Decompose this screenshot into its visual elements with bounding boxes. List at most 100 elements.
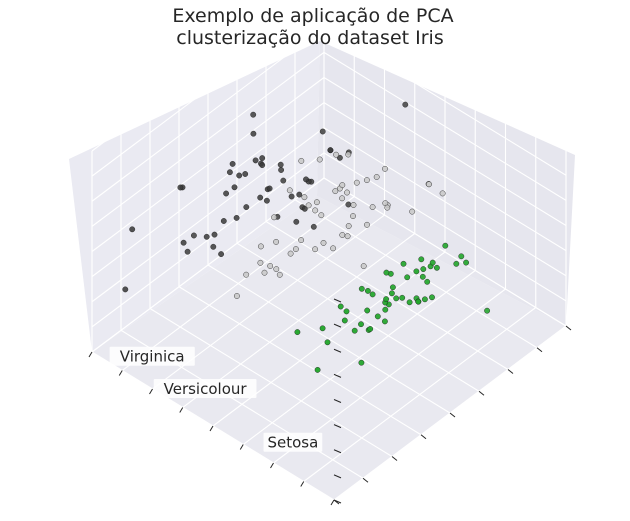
y-axis-tick	[536, 347, 543, 353]
data-point-versicolour	[360, 263, 367, 270]
data-point-setosa	[381, 318, 388, 325]
data-point-virginica	[293, 218, 300, 225]
data-point-virginica	[218, 251, 225, 258]
z-axis-tick	[333, 499, 342, 504]
data-point-virginica	[211, 231, 218, 238]
data-point-virginica	[190, 232, 197, 239]
data-point-versicolour	[369, 204, 376, 211]
data-point-versicolour	[439, 190, 446, 197]
x-axis-tick	[149, 388, 153, 395]
data-point-versicolour	[292, 246, 299, 253]
data-point-virginica	[259, 162, 266, 169]
data-point-versicolour	[233, 293, 240, 299]
data-point-setosa	[324, 339, 331, 346]
data-point-versicolour	[332, 188, 339, 195]
data-point-setosa	[389, 284, 396, 291]
data-point-setosa	[429, 294, 435, 301]
grid-line	[207, 264, 451, 414]
cluster-label-versicolour: Versicolour	[164, 380, 248, 398]
data-point-versicolour	[298, 237, 305, 244]
data-point-versicolour	[305, 202, 312, 209]
data-point-virginica	[263, 197, 270, 204]
x-axis-tick	[88, 351, 93, 358]
data-point-virginica	[277, 161, 284, 168]
data-point-setosa	[404, 274, 411, 281]
y-axis-tick	[391, 456, 398, 461]
data-point-setosa	[314, 366, 321, 373]
cluster-label-box	[263, 432, 323, 452]
data-point-virginica	[229, 160, 236, 167]
data-point-virginica	[280, 177, 287, 184]
data-point-versicolour	[276, 271, 283, 278]
data-point-setosa	[415, 298, 422, 305]
data-point-setosa	[358, 359, 365, 366]
data-point-virginica	[296, 191, 303, 198]
data-point-virginica	[266, 185, 273, 192]
data-point-versicolour	[316, 156, 323, 163]
data-point-setosa	[382, 306, 389, 313]
data-point-virginica	[236, 172, 243, 179]
data-point-versicolour	[273, 238, 280, 245]
data-point-setosa	[383, 296, 390, 303]
data-point-versicolour	[384, 204, 391, 211]
data-point-setosa	[294, 329, 301, 336]
data-point-virginica	[210, 243, 217, 250]
data-point-setosa	[424, 278, 431, 285]
data-point-virginica	[180, 239, 187, 246]
data-point-setosa	[343, 308, 350, 315]
x-axis-tick	[179, 407, 184, 413]
grid-line	[323, 1, 567, 151]
grid-line	[91, 51, 325, 227]
data-point-versicolour	[312, 246, 319, 253]
data-point-virginica	[259, 155, 266, 162]
data-point-versicolour	[313, 199, 320, 206]
data-point-versicolour	[257, 259, 264, 266]
data-point-virginica	[226, 169, 233, 176]
y-axis-tick	[362, 477, 369, 483]
data-point-versicolour	[243, 271, 250, 278]
data-point-setosa	[453, 260, 460, 267]
data-point-virginica	[177, 184, 184, 191]
cluster-label-box	[153, 379, 257, 398]
data-point-versicolour	[345, 151, 352, 158]
x-axis-tick	[330, 499, 335, 506]
data-point-versicolour	[267, 263, 274, 269]
z-axis-tick	[333, 449, 342, 454]
y-axis-tick	[565, 325, 572, 331]
data-point-versicolour	[257, 243, 264, 250]
data-point-virginica	[129, 226, 136, 233]
x-axis-tick	[239, 444, 244, 450]
data-point-setosa	[393, 295, 400, 302]
y-axis-tick	[420, 434, 427, 440]
data-point-versicolour	[298, 157, 305, 164]
data-point-versicolour	[312, 207, 319, 214]
data-point-setosa	[400, 260, 407, 267]
data-point-virginica	[402, 101, 409, 108]
data-point-setosa	[433, 264, 440, 271]
data-point-setosa	[399, 294, 406, 301]
grid-line	[323, 26, 567, 176]
data-point-setosa	[364, 307, 371, 314]
data-point-virginica	[220, 218, 227, 224]
z-axis-tick	[333, 323, 342, 328]
grid-line	[91, 0, 295, 152]
data-point-versicolour	[261, 269, 268, 276]
data-point-versicolour	[409, 208, 416, 215]
x-axis-tick	[209, 425, 214, 432]
data-point-setosa	[367, 326, 374, 332]
grid-line	[91, 77, 325, 252]
data-point-virginica	[203, 233, 210, 240]
data-point-versicolour	[350, 213, 356, 220]
data-point-setosa	[458, 253, 465, 260]
data-point-versicolour	[286, 187, 293, 194]
cluster-label-box	[109, 346, 195, 366]
data-point-virginica	[233, 214, 240, 221]
z-axis-tick	[333, 373, 342, 378]
data-point-setosa	[374, 313, 381, 320]
data-point-setosa	[358, 321, 364, 328]
cluster-label-virginica: Virginica	[120, 348, 185, 366]
data-point-versicolour	[320, 239, 327, 246]
data-point-virginica	[288, 193, 295, 200]
grid-line	[323, 77, 567, 226]
